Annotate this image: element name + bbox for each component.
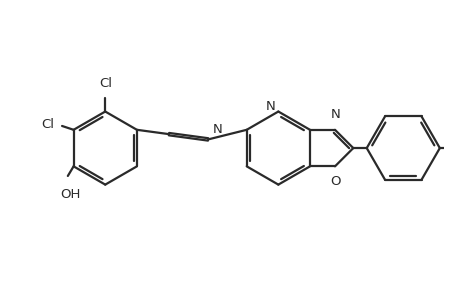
Text: N: N — [330, 108, 340, 121]
Text: Cl: Cl — [99, 77, 112, 90]
Text: Cl: Cl — [41, 118, 54, 131]
Text: I: I — [458, 142, 459, 154]
Text: OH: OH — [61, 188, 81, 200]
Text: O: O — [330, 175, 341, 188]
Text: N: N — [265, 100, 274, 113]
Text: N: N — [213, 123, 222, 136]
